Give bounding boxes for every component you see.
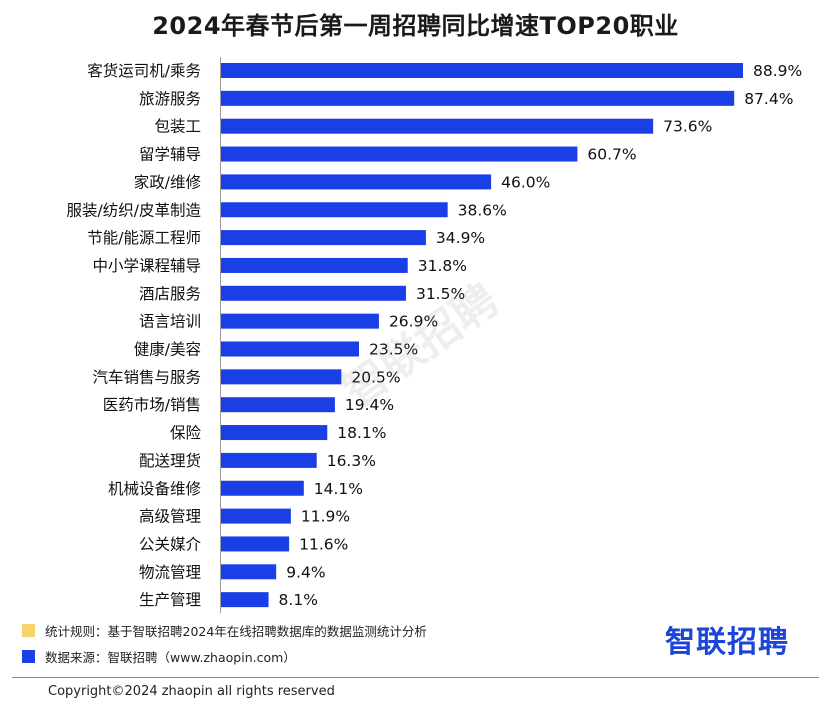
bar — [221, 146, 578, 162]
value-label: 26.9% — [389, 313, 438, 331]
value-label: 9.4% — [286, 563, 325, 581]
bar — [221, 508, 291, 524]
category-label: 留学辅导 — [139, 146, 201, 164]
value-label: 31.5% — [416, 285, 465, 303]
bar — [221, 564, 277, 580]
value-label: 14.1% — [314, 480, 363, 498]
category-label: 公关媒介 — [139, 535, 202, 553]
bar — [221, 397, 335, 413]
bar — [221, 425, 328, 441]
value-label: 87.4% — [744, 90, 793, 108]
bar — [221, 536, 290, 552]
bar — [221, 63, 743, 78]
category-label: 物流管理 — [139, 563, 201, 581]
footer-divider — [12, 677, 819, 678]
category-label: 节能/能源工程师 — [87, 229, 201, 247]
copyright-text: Copyright©2024 zhaopin all rights reserv… — [48, 684, 335, 699]
category-label: 家政/维修 — [134, 173, 202, 191]
category-label: 健康/美容 — [134, 341, 201, 359]
bar — [221, 341, 359, 357]
category-label: 机械设备维修 — [108, 480, 202, 498]
value-label: 31.8% — [418, 257, 467, 275]
bar — [221, 480, 304, 496]
value-label: 23.5% — [369, 341, 418, 359]
category-label: 服装/纺织/皮革制造 — [67, 201, 202, 219]
legend-rule: 统计规则：基于智联招聘2024年在线招聘数据库的数据监测统计分析 — [22, 621, 427, 640]
category-label: 旅游服务 — [139, 90, 201, 108]
value-label: 46.0% — [501, 173, 550, 191]
bar — [221, 313, 379, 329]
bar — [221, 369, 342, 385]
category-label: 配送理货 — [139, 452, 201, 470]
category-label: 中小学课程辅导 — [92, 257, 201, 275]
category-label: 包装工 — [154, 118, 201, 136]
bar — [221, 202, 448, 218]
value-label: 60.7% — [587, 146, 636, 164]
value-label: 8.1% — [279, 591, 318, 609]
bar — [221, 118, 654, 134]
chart-title: 2024年春节后第一周招聘同比增速TOP20职业 — [152, 12, 679, 40]
bar-chart: 客货运司机/乘务 88.9% 旅游服务 87.4% 包装工 73.6% 留学辅导 60.7% 家… — [67, 57, 803, 613]
brand-logo: 智联招聘 — [665, 625, 789, 660]
category-label: 医药市场/销售 — [103, 396, 201, 414]
bar — [221, 257, 408, 273]
value-label: 88.9% — [753, 62, 802, 80]
value-label: 34.9% — [436, 229, 485, 247]
value-label: 18.1% — [337, 424, 386, 442]
legend-rule-text: 统计规则：基于智联招聘2024年在线招聘数据库的数据监测统计分析 — [45, 624, 427, 639]
value-label: 38.6% — [458, 201, 507, 219]
category-label: 生产管理 — [139, 591, 201, 609]
bars-group: 客货运司机/乘务 88.9% 旅游服务 87.4% 包装工 73.6% 留学辅导 60.7% 家… — [67, 62, 803, 609]
bar — [221, 285, 406, 301]
legend-rule-swatch — [22, 624, 35, 637]
category-label: 酒店服务 — [139, 285, 201, 303]
bar — [221, 452, 317, 468]
category-label: 语言培训 — [139, 313, 201, 331]
bar — [221, 230, 426, 246]
category-label: 高级管理 — [139, 508, 201, 526]
legend-source-text: 数据来源：智联招聘（www.zhaopin.com） — [45, 650, 296, 665]
legend-source-swatch — [22, 650, 35, 663]
bar — [221, 592, 269, 608]
category-label: 汽车销售与服务 — [92, 368, 201, 386]
value-label: 11.6% — [299, 535, 348, 553]
bar — [221, 174, 492, 190]
value-label: 20.5% — [351, 368, 400, 386]
bar — [221, 90, 735, 106]
value-label: 19.4% — [345, 396, 394, 414]
value-label: 73.6% — [663, 118, 712, 136]
value-label: 11.9% — [301, 508, 350, 526]
category-label: 保险 — [170, 424, 202, 442]
category-label: 客货运司机/乘务 — [87, 62, 201, 80]
legend-source: 数据来源：智联招聘（www.zhaopin.com） — [22, 647, 296, 666]
value-label: 16.3% — [327, 452, 376, 470]
